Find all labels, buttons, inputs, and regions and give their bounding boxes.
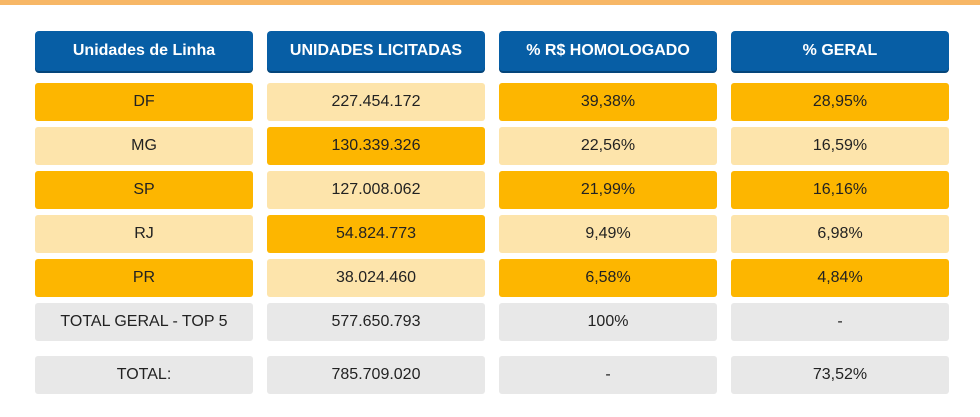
table-row: DF 227.454.172 39,38% 28,95% [35,83,950,121]
row-label-cell: SP [35,171,253,209]
unidades-licitadas-cell: 54.824.773 [267,215,485,253]
pct-geral-cell: 16,59% [731,127,949,165]
total-top5-label: TOTAL GERAL - TOP 5 [35,303,253,341]
unidades-licitadas-cell: 130.339.326 [267,127,485,165]
table-header-row: Unidades de Linha UNIDADES LICITADAS % R… [35,31,950,71]
header-unidades-de-linha: Unidades de Linha [35,31,253,71]
unidades-licitadas-cell: 127.008.062 [267,171,485,209]
table-row: PR 38.024.460 6,58% 4,84% [35,259,950,297]
table-row: SP 127.008.062 21,99% 16,16% [35,171,950,209]
table-row: MG 130.339.326 22,56% 16,59% [35,127,950,165]
total-row: TOTAL: 785.709.020 - 73,52% [35,356,950,394]
total-top5-homologado: 100% [499,303,717,341]
total-top5-geral: - [731,303,949,341]
total-homologado: - [499,356,717,394]
total-geral: 73,52% [731,356,949,394]
row-label-cell: MG [35,127,253,165]
pct-homologado-cell: 9,49% [499,215,717,253]
pct-homologado-cell: 39,38% [499,83,717,121]
header-unidades-licitadas: UNIDADES LICITADAS [267,31,485,71]
pct-geral-cell: 16,16% [731,171,949,209]
total-top5-row: TOTAL GERAL - TOP 5 577.650.793 100% - [35,303,950,341]
row-label-cell: DF [35,83,253,121]
top-accent-rule [0,0,980,5]
header-pct-geral: % GERAL [731,31,949,71]
data-table: Unidades de Linha UNIDADES LICITADAS % R… [35,31,950,400]
total-top5-unidades: 577.650.793 [267,303,485,341]
pct-geral-cell: 4,84% [731,259,949,297]
pct-homologado-cell: 21,99% [499,171,717,209]
table-row: RJ 54.824.773 9,49% 6,98% [35,215,950,253]
unidades-licitadas-cell: 38.024.460 [267,259,485,297]
pct-homologado-cell: 22,56% [499,127,717,165]
header-pct-homologado: % R$ HOMOLOGADO [499,31,717,71]
pct-geral-cell: 28,95% [731,83,949,121]
total-label: TOTAL: [35,356,253,394]
row-label-cell: PR [35,259,253,297]
pct-homologado-cell: 6,58% [499,259,717,297]
total-unidades: 785.709.020 [267,356,485,394]
pct-geral-cell: 6,98% [731,215,949,253]
unidades-licitadas-cell: 227.454.172 [267,83,485,121]
row-label-cell: RJ [35,215,253,253]
